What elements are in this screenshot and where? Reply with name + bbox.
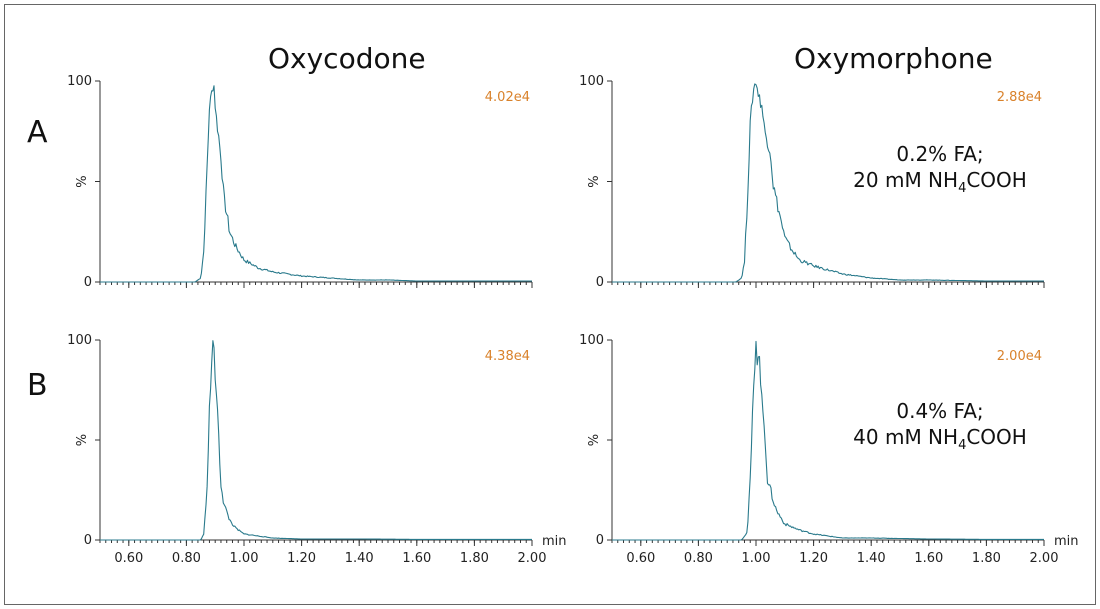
condition-b: 0.4% FA; 40 mM NH4COOH (830, 398, 1050, 459)
B-oxymorphone-xtick-label: 1.20 (799, 551, 828, 566)
B-oxycodone-xtick-label: 1.80 (460, 551, 489, 566)
condition-b-line1: 0.4% FA; (896, 399, 984, 423)
B-oxycodone-intensity-label: 4.38e4 (485, 349, 530, 364)
B-oxymorphone-xtick-label: 2.00 (1030, 551, 1059, 566)
B-oxymorphone-ylabel: % (587, 434, 602, 446)
B-oxycodone-ytick-label: 100 (67, 333, 92, 348)
B-oxymorphone-ytick-label: 100 (579, 333, 604, 348)
condition-a-line1: 0.2% FA; (896, 142, 984, 166)
B-oxymorphone-xtick-label: 1.00 (742, 551, 771, 566)
condition-a-subscript: 4 (958, 181, 967, 196)
figure-frame (4, 4, 1096, 605)
condition-b-buffer: 40 mM NH (853, 425, 959, 449)
B-oxymorphone-xtick-label: 0.60 (626, 551, 655, 566)
A-oxymorphone-ytick-label: 0 (596, 275, 604, 290)
B-oxycodone-xtick-label: 1.40 (345, 551, 374, 566)
title-oxymorphone: Oxymorphone (794, 42, 993, 75)
B-oxycodone-xtick-label: 1.00 (230, 551, 259, 566)
B-oxycodone-ylabel: % (75, 434, 90, 446)
A-oxymorphone-intensity-label: 2.88e4 (997, 90, 1042, 105)
A-oxycodone-ylabel: % (75, 175, 90, 187)
B-oxymorphone-xtick-label: 1.60 (914, 551, 943, 566)
B-oxymorphone-intensity-label: 2.00e4 (997, 349, 1042, 364)
A-oxycodone-ytick-label: 100 (67, 74, 92, 89)
row-label-a: A (27, 115, 48, 150)
B-oxycodone-ytick-label: 0 (84, 533, 92, 548)
B-oxymorphone-xtick-label: 1.80 (972, 551, 1001, 566)
A-oxycodone-ytick-label: 0 (84, 275, 92, 290)
A-oxymorphone-ylabel: % (587, 175, 602, 187)
B-oxycodone-xtick-label: 1.20 (287, 551, 316, 566)
A-oxymorphone-ytick-label: 100 (579, 74, 604, 89)
A-oxymorphone-trace (612, 83, 1044, 283)
condition-a: 0.2% FA; 20 mM NH4COOH (830, 141, 1050, 202)
B-oxymorphone-x-unit: min (1054, 534, 1079, 549)
B-oxycodone-trace (100, 340, 532, 541)
B-oxycodone-xtick-label: 2.00 (518, 551, 547, 566)
condition-b-line2: 40 mM NH4COOH (830, 424, 1050, 459)
B-oxymorphone-xtick-label: 0.80 (684, 551, 713, 566)
condition-a-buffer: 20 mM NH (853, 168, 959, 192)
title-oxycodone: Oxycodone (268, 42, 426, 75)
A-oxycodone-trace (100, 85, 532, 283)
B-oxymorphone-xtick-label: 1.40 (857, 551, 886, 566)
condition-b-suffix: COOH (966, 425, 1027, 449)
B-oxycodone-x-unit: min (542, 534, 567, 549)
condition-a-suffix: COOH (966, 168, 1027, 192)
B-oxycodone-xtick-label: 0.60 (114, 551, 143, 566)
B-oxycodone-xtick-label: 1.60 (402, 551, 431, 566)
row-label-b: B (27, 368, 48, 403)
condition-a-line2: 20 mM NH4COOH (830, 167, 1050, 202)
B-oxymorphone-ytick-label: 0 (596, 533, 604, 548)
B-oxycodone-xtick-label: 0.80 (172, 551, 201, 566)
A-oxycodone-intensity-label: 4.02e4 (485, 90, 530, 105)
condition-b-subscript: 4 (958, 438, 967, 453)
B-oxymorphone-trace (612, 340, 1044, 541)
